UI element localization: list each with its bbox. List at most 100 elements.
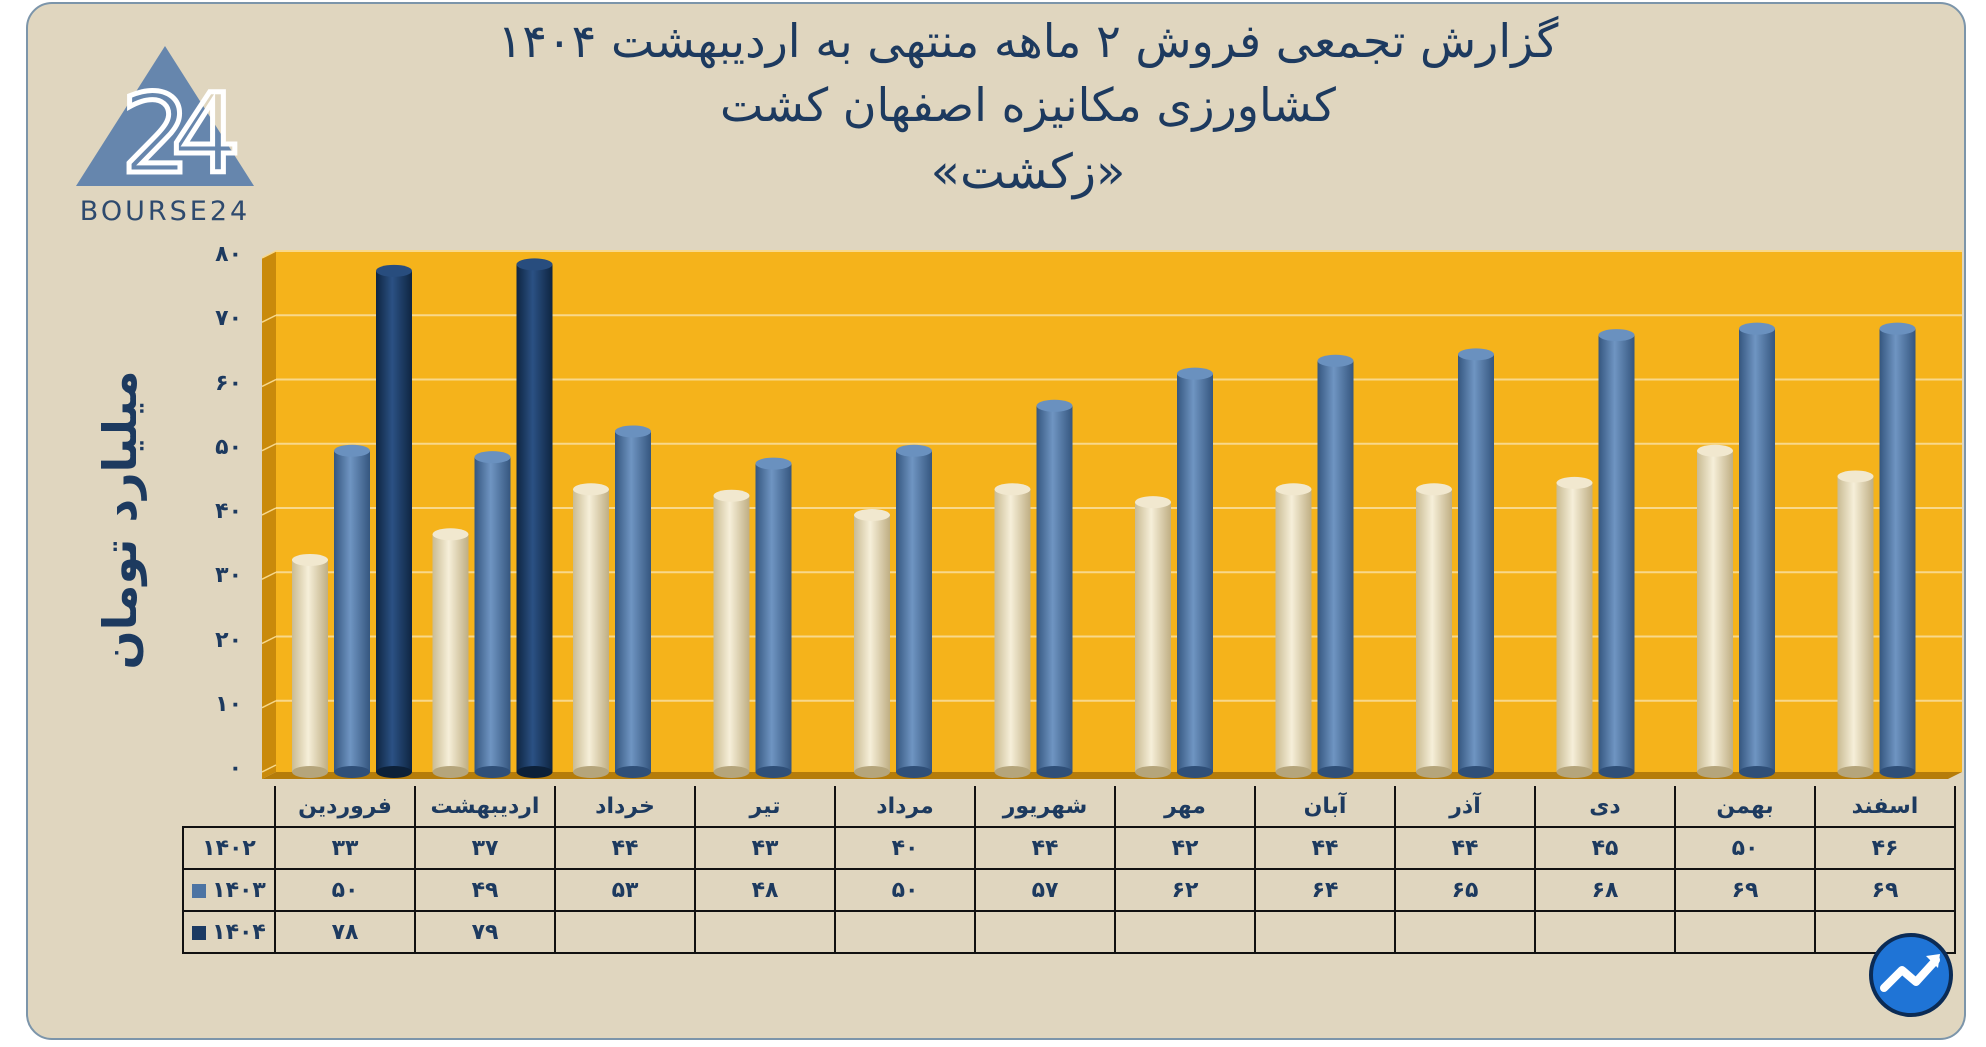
bar-base [994, 766, 1031, 778]
category-label: اردیبهشت [414, 786, 556, 828]
table-row-1404: ۱۴۰۴ ۷۸ ۷۹ [182, 910, 1956, 954]
bar-0-10 [1697, 450, 1733, 772]
plot-floor [262, 772, 1962, 779]
gridline-side [262, 764, 277, 773]
bar-cap [1317, 354, 1354, 367]
gridline-side [262, 635, 277, 645]
data-label: ۵۷ [974, 868, 1116, 912]
bar-cap [755, 457, 792, 470]
bar-cap [1697, 444, 1733, 457]
y-tick-label: ۲۰ [215, 627, 242, 653]
bar-cap [292, 553, 328, 566]
bar-cap [1458, 348, 1494, 361]
bar-cap [1416, 483, 1452, 496]
bar-base [1275, 766, 1312, 778]
data-label: ۶۵ [1394, 868, 1536, 912]
bourse24-logo: 2 4 [76, 46, 254, 201]
data-label: ۶۲ [1114, 868, 1256, 912]
brand-chart-icon [1869, 933, 1953, 1017]
bar-cap [854, 509, 890, 521]
gridline-side [262, 378, 277, 388]
bar-cap [994, 483, 1031, 496]
bar-1-8 [1458, 354, 1494, 772]
bar-cap [376, 264, 412, 277]
chart-title: گزارش تجمعی فروش ۲ ماهه منتهی به اردیبهش… [497, 14, 1559, 68]
y-tick-label: ۰ [228, 756, 242, 781]
bar-base [376, 766, 412, 778]
bar-cap [1837, 470, 1874, 483]
legend-swatch-1404 [192, 925, 207, 940]
category-label: تیر [694, 786, 836, 828]
bar-1-5 [1036, 405, 1073, 772]
category-label: بهمن [1674, 786, 1816, 828]
bar-cap [615, 425, 651, 438]
y-tick-label: ۷۰ [215, 306, 242, 332]
category-label: مهر [1114, 786, 1256, 828]
legend-swatch-1403 [192, 883, 207, 898]
bar-0-5 [994, 489, 1031, 772]
bar-1-10 [1739, 328, 1775, 772]
table-row-1402: ۱۴۰۲ ۳۳ ۳۷ ۴۴ ۴۳ ۴۰ ۴۴ ۴۲ ۴۴ ۴۴ ۴۵ ۵۰ ۴۶ [182, 826, 1956, 870]
bar-base [1556, 766, 1593, 778]
bar-cap [573, 483, 609, 496]
y-tick-label: ۳۰ [215, 563, 242, 589]
table-corner [183, 786, 275, 827]
table-row-1403: ۱۴۰۳ ۵۰ ۴۹ ۵۳ ۴۸ ۵۰ ۵۷ ۶۲ ۶۴ ۶۵ ۶۸ ۶۹ ۶۹ [182, 868, 1956, 912]
bar-base [1458, 766, 1494, 778]
y-tick-label: ۴۰ [215, 499, 242, 524]
category-label: دی [1534, 786, 1676, 828]
bar-1-9 [1598, 335, 1635, 772]
bar-base [474, 766, 511, 778]
bar-0-3 [713, 495, 750, 772]
data-table: فروردین اردیبهشت خرداد تیر مرداد شهریور مهر آبا… [182, 786, 1956, 954]
bar-cap [1177, 367, 1213, 380]
bar-1-1 [474, 457, 511, 772]
bar-base [1135, 766, 1171, 778]
bar-base [1036, 766, 1073, 778]
bar-base [1598, 766, 1635, 778]
bar-2-0 [376, 270, 412, 772]
data-label [974, 910, 1116, 954]
data-label [1674, 910, 1816, 954]
bar-cap [713, 489, 750, 502]
bar-base [292, 766, 328, 778]
data-label: ۶۴ [1254, 868, 1396, 912]
gridline-side [262, 700, 277, 709]
bar-0-8 [1416, 489, 1452, 772]
data-label: ۴۴ [554, 826, 696, 870]
bar-2-1 [516, 264, 553, 772]
bar-base [713, 766, 750, 778]
row-label-1402: ۱۴۰۲ [182, 826, 276, 870]
bar-base [755, 766, 792, 778]
plot-side-wall [262, 251, 276, 779]
y-tick-label: ۵۰ [215, 434, 242, 460]
data-label: ۴۴ [1254, 826, 1396, 870]
data-label [1394, 910, 1536, 954]
data-label: ۵۰ [274, 868, 416, 912]
bar-1-6 [1177, 373, 1213, 772]
svg-text:4: 4 [171, 70, 241, 198]
category-label: شهریور [974, 786, 1116, 828]
bar-base [1837, 766, 1874, 778]
bar-chart [262, 250, 1962, 779]
data-label: ۴۴ [1394, 826, 1536, 870]
bar-base [1416, 766, 1452, 778]
bar-0-11 [1837, 476, 1874, 772]
row-label-1403: ۱۴۰۳ [182, 868, 276, 912]
data-label: ۴۰ [834, 826, 976, 870]
data-label [554, 910, 696, 954]
data-label: ۷۸ [274, 910, 416, 954]
bar-cap [1135, 496, 1171, 509]
bar-cap [1275, 483, 1312, 496]
bar-cap [334, 444, 370, 457]
data-label: ۶۸ [1534, 868, 1676, 912]
bar-1-0 [334, 450, 370, 772]
gridline-side [262, 507, 277, 516]
category-label: آذر [1394, 786, 1536, 828]
bar-cap [474, 451, 511, 464]
y-tick-label: ۸۰ [215, 242, 242, 267]
data-label: ۴۶ [1814, 826, 1956, 870]
bar-base [1177, 766, 1213, 778]
bar-base [1879, 766, 1916, 778]
bar-cap [516, 258, 553, 271]
